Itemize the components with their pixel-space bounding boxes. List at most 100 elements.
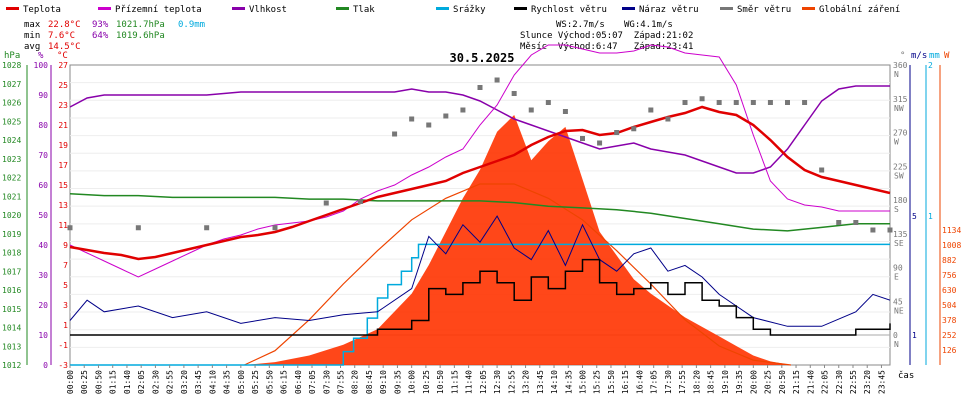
tick-dir-label: SE xyxy=(894,239,904,248)
tick-rad: 126 xyxy=(942,346,957,355)
tick-temp: 5 xyxy=(63,281,68,290)
wind-dir-point xyxy=(67,225,73,231)
tick-dir-label: NE xyxy=(894,306,904,315)
unit-temp: °C xyxy=(57,51,68,61)
legend-label: Náraz větru xyxy=(639,5,699,15)
axes: 1028102710261025102410231022102110201019… xyxy=(2,61,961,370)
legend-label: Srážky xyxy=(453,5,486,15)
x-tick-label: 21:40 xyxy=(806,370,815,394)
tick-temp: 1 xyxy=(63,321,68,330)
x-tick-label: 09:35 xyxy=(393,370,402,394)
x-tick-label: 12:05 xyxy=(479,370,488,394)
legend-swatch xyxy=(436,7,449,10)
x-tick-label: 11:40 xyxy=(465,370,474,394)
x-tick-label: 07:30 xyxy=(322,370,331,394)
tick-dir-label: SW xyxy=(894,171,904,180)
tick-press: 1019 xyxy=(2,230,21,239)
x-tick-label: 04:10 xyxy=(208,370,217,394)
wind-dir-point xyxy=(443,113,449,119)
x-tick-label: 07:05 xyxy=(308,370,317,394)
info-wg: WG:4.1m/s xyxy=(624,20,673,30)
tick-dir: 0 xyxy=(893,331,898,340)
tick-hum: 10 xyxy=(38,331,48,340)
tick-hum: 30 xyxy=(38,271,48,280)
x-tick-label: 17:05 xyxy=(650,370,659,394)
x-tick-label: 03:20 xyxy=(180,370,189,394)
unit-dir: ° xyxy=(900,51,905,61)
legend-label: Globální záření xyxy=(819,5,900,15)
tick-hum: 90 xyxy=(38,91,48,100)
x-tick-label: 20:00 xyxy=(749,370,758,394)
wind-dir-point xyxy=(750,100,756,105)
x-tick-label: 17:30 xyxy=(664,370,673,394)
tick-press: 1024 xyxy=(2,136,21,145)
wind-dir-point xyxy=(682,100,688,105)
x-tick-label: 23:20 xyxy=(863,370,872,394)
x-tick-label: 00:25 xyxy=(80,370,89,394)
series-radiation xyxy=(244,115,791,365)
stats-min-label: min xyxy=(24,31,40,41)
wind-dir-point xyxy=(545,100,551,105)
x-tick-label: 19:35 xyxy=(735,370,744,394)
x-tick-label: 01:15 xyxy=(109,370,118,394)
legend-swatch xyxy=(336,7,349,10)
x-tick-label: 05:00 xyxy=(237,370,246,394)
x-tick-label: 03:45 xyxy=(194,370,203,394)
wind-dir-point xyxy=(392,131,398,137)
x-tick-label: 11:15 xyxy=(450,370,459,394)
legend-swatch xyxy=(514,7,527,10)
tick-press: 1025 xyxy=(2,117,21,126)
wind-dir-point xyxy=(597,140,603,146)
tick-press: 1015 xyxy=(2,305,21,314)
stats-min-hum: 64% xyxy=(92,31,109,41)
unit-time: čas xyxy=(898,370,914,381)
tick-press: 1020 xyxy=(2,211,21,220)
wind-dir-point xyxy=(460,107,466,113)
tick-temp: 15 xyxy=(58,181,68,190)
legend-swatch xyxy=(232,7,245,10)
wind-dir-point xyxy=(494,77,500,83)
tick-rad: 504 xyxy=(942,301,957,310)
tick-hum: 20 xyxy=(38,301,48,310)
tick-rain: 2 xyxy=(928,61,933,70)
tick-dir-label: W xyxy=(894,138,899,147)
wind-dir-point xyxy=(785,100,790,105)
tick-press: 1013 xyxy=(2,342,21,351)
tick-hum: 60 xyxy=(38,181,48,190)
tick-dir-label: N xyxy=(894,340,899,349)
tick-press: 1014 xyxy=(2,324,21,333)
tick-hum: 40 xyxy=(38,241,48,250)
legend-label: Rychlost větru xyxy=(531,5,607,15)
wind-dir-point xyxy=(614,130,620,135)
x-tick-label: 16:40 xyxy=(635,370,644,394)
wind-dir-point xyxy=(562,109,568,114)
info-sun: Slunce Východ:05:07 Západ:21:02 xyxy=(520,31,693,41)
x-tick-label: 12:30 xyxy=(493,370,502,394)
stats-min-press: 1019.6hPa xyxy=(116,31,165,41)
tick-temp: 21 xyxy=(58,121,68,130)
x-tick-label: 00:00 xyxy=(66,370,75,394)
tick-dir: 180 xyxy=(893,196,908,205)
tick-dir: 360 xyxy=(893,61,908,70)
tick-temp: 7 xyxy=(63,261,68,270)
wind-dir-point xyxy=(511,91,517,96)
wind-dir-point xyxy=(272,225,278,231)
wind-dir-point xyxy=(802,100,808,105)
wind-dir-point xyxy=(767,100,773,105)
x-tick-label: 21:15 xyxy=(792,370,801,394)
tick-rad: 756 xyxy=(942,271,957,280)
tick-press: 1012 xyxy=(2,361,21,370)
series-wind-speed xyxy=(70,258,891,336)
legend-swatch xyxy=(720,7,733,10)
stats-max-temp: 22.8°C xyxy=(48,20,81,30)
tick-wind: 1 xyxy=(912,331,917,340)
legend-label: Teplota xyxy=(23,5,61,15)
tick-press: 1016 xyxy=(2,286,21,295)
legend-label: Přízemní teplota xyxy=(115,5,202,15)
unit-wind: m/s xyxy=(911,51,927,61)
unit-press: hPa xyxy=(4,51,20,61)
tick-dir: 315 xyxy=(893,95,908,104)
tick-press: 1017 xyxy=(2,267,21,276)
x-tick-label: 06:40 xyxy=(294,370,303,394)
